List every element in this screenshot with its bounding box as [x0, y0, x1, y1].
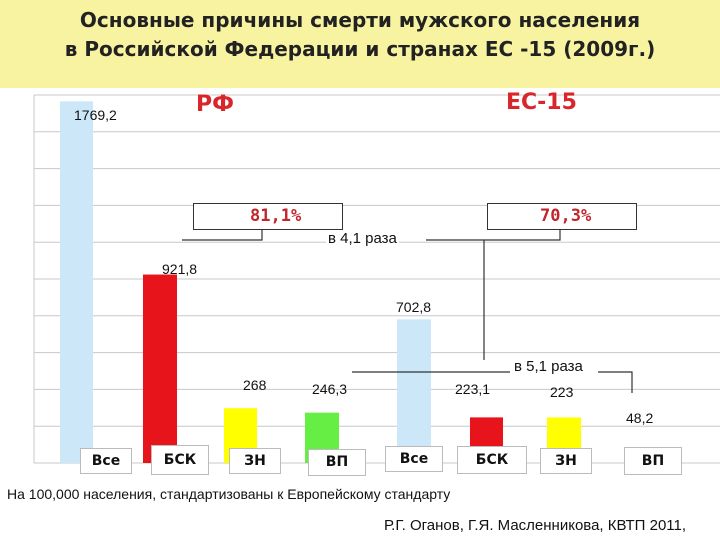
value-label-rf-bsk: 921,8 [162, 261, 198, 277]
footnote: На 100,000 населения, стандартизованы к … [7, 486, 451, 502]
category-label-rf-all: Все [80, 448, 132, 474]
value-label-rf-vp: 246,3 [312, 381, 348, 397]
connector-eu-vp [598, 371, 633, 393]
category-label-rf-zn: ЗН [229, 448, 281, 474]
title-line-1: Основные причины смерти мужского населен… [79, 8, 641, 32]
title-line-2: в Российской Федерации и странах ЕС -15 … [64, 37, 656, 61]
category-label-eu-all: Все [385, 446, 443, 472]
group-label-eu15: ЕС-15 [506, 90, 577, 115]
eu-share-label: 70,3% [540, 206, 592, 226]
bar-rf-all [60, 101, 93, 464]
value-label-rf-zn: 268 [243, 377, 267, 393]
chart-title: Основные причины смерти мужского населен… [0, 6, 720, 64]
value-label-rf-all: 1769,2 [74, 107, 117, 123]
group-label-rf: РФ [196, 92, 234, 117]
title-band [0, 0, 720, 88]
ratio-annotation-all: в 4,1 раза [326, 230, 399, 247]
value-label-eu-zn: 223 [550, 384, 574, 400]
value-label-eu-all: 702,8 [396, 299, 432, 315]
rf-share-label: 81,1% [250, 206, 302, 226]
rf-share-box [193, 203, 343, 230]
value-label-eu-bsk: 223,1 [455, 381, 491, 397]
source-citation: Р.Г. Оганов, Г.Я. Масленникова, КВТП 201… [384, 517, 687, 534]
connector-rf-share [182, 228, 263, 241]
value-label-eu-vp: 48,2 [626, 410, 654, 426]
category-label-eu-bsk: БСК [457, 446, 527, 474]
category-label-eu-vp: ВП [624, 447, 682, 475]
ratio-annotation-bsk: в 5,1 раза [512, 358, 585, 375]
connector-eu-share [426, 228, 561, 241]
bar-eu-all [397, 319, 431, 463]
category-label-eu-zn: ЗН [540, 448, 592, 474]
category-label-rf-bsk: БСК [151, 445, 209, 475]
category-label-rf-vp: ВП [308, 449, 366, 476]
eu-share-box [487, 203, 637, 230]
bar-rf-bsk [143, 274, 177, 463]
